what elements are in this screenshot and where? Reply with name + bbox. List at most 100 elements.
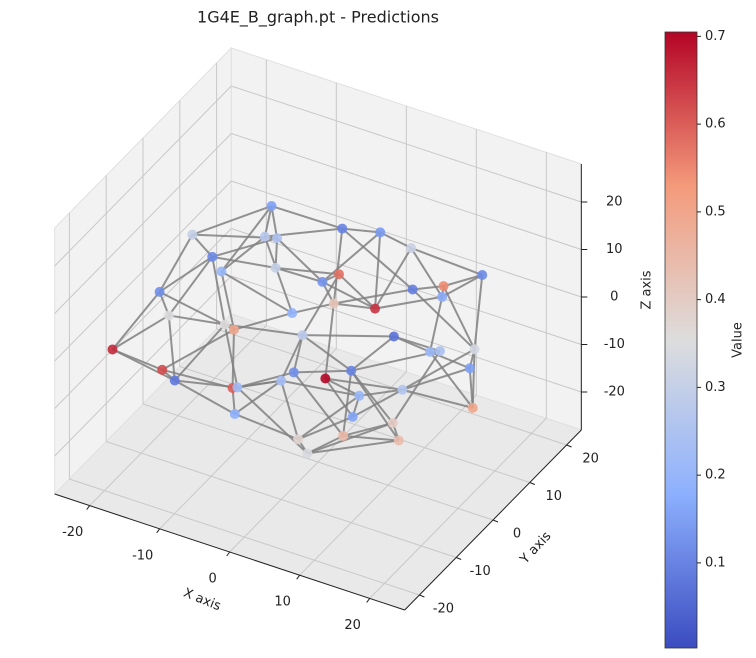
edge xyxy=(321,280,376,310)
edge xyxy=(174,379,236,415)
edge xyxy=(333,302,376,310)
grid-line xyxy=(231,180,582,298)
node-point xyxy=(354,390,365,401)
node-point xyxy=(293,434,304,445)
edge xyxy=(223,324,239,388)
edge xyxy=(338,273,376,310)
edge xyxy=(401,348,476,391)
node-point xyxy=(438,281,449,292)
edge xyxy=(307,439,399,455)
edge xyxy=(350,370,400,442)
edge xyxy=(352,388,403,418)
node-point xyxy=(229,408,240,419)
grid-line xyxy=(54,275,232,457)
node-point xyxy=(425,346,435,357)
colorbar-tick-label: 0.6 xyxy=(705,117,726,132)
edge xyxy=(342,370,353,436)
grid-line xyxy=(231,275,582,393)
node-point xyxy=(337,223,348,234)
grid-line xyxy=(54,228,232,409)
x-tick xyxy=(366,598,371,603)
node-point xyxy=(216,266,227,277)
node-point xyxy=(469,344,480,355)
z-tick-label: -10 xyxy=(604,337,625,352)
colorbar-tick-label: 0.7 xyxy=(705,29,726,44)
edge xyxy=(111,314,170,351)
node-point xyxy=(270,262,281,273)
edge xyxy=(231,329,235,388)
edge xyxy=(292,334,304,373)
x-tick xyxy=(226,551,231,557)
edge xyxy=(161,368,233,389)
node-point xyxy=(107,344,118,355)
edge xyxy=(293,369,352,374)
edge xyxy=(174,323,226,382)
edge xyxy=(333,288,413,305)
x-tick xyxy=(86,505,91,510)
node-point xyxy=(187,229,198,240)
edge xyxy=(402,388,473,409)
edge xyxy=(321,231,381,283)
edge xyxy=(301,273,340,336)
grid-line xyxy=(69,478,420,596)
node-point xyxy=(375,227,386,238)
node-point xyxy=(302,448,313,459)
edge xyxy=(291,302,335,315)
y-axis-label: Y axis xyxy=(517,529,555,568)
node-point xyxy=(169,375,180,386)
edge xyxy=(473,274,484,350)
edge xyxy=(342,227,381,234)
edge xyxy=(111,291,161,351)
edge xyxy=(392,350,441,424)
edge xyxy=(324,377,360,397)
x-axis-line xyxy=(54,493,405,611)
node-point xyxy=(297,330,308,341)
grid-line xyxy=(54,85,232,267)
x-tick-label: 20 xyxy=(344,618,361,633)
edge xyxy=(302,334,394,338)
node-point xyxy=(317,276,328,287)
edge xyxy=(263,205,273,237)
edge xyxy=(374,247,413,310)
z-tick-label: 0 xyxy=(610,290,618,305)
edge xyxy=(374,295,443,310)
edge xyxy=(276,237,324,283)
node-point xyxy=(272,233,283,244)
node-point xyxy=(393,435,404,446)
z-tick-label: 20 xyxy=(606,195,623,210)
grid-line xyxy=(216,328,567,446)
edge xyxy=(281,379,360,397)
x-tick-label: -10 xyxy=(132,548,153,563)
node-point xyxy=(346,365,357,376)
y-tick xyxy=(456,557,462,560)
node-point xyxy=(207,251,218,262)
grid-line xyxy=(231,85,582,203)
edge xyxy=(275,266,323,283)
y-tick xyxy=(529,482,535,485)
edge xyxy=(280,380,300,440)
node-point xyxy=(219,319,230,330)
node-point xyxy=(464,363,475,374)
z-tick-label: -20 xyxy=(604,385,625,400)
x-tick xyxy=(156,528,161,534)
x-tick-label: -20 xyxy=(62,525,83,540)
edge xyxy=(220,270,293,314)
grid-line xyxy=(54,180,232,362)
edge xyxy=(161,328,235,371)
node-point xyxy=(397,384,408,395)
colorbar-label: Value xyxy=(731,322,746,358)
y-tick-label: -10 xyxy=(470,564,491,579)
edge xyxy=(350,350,441,372)
edge xyxy=(271,205,343,230)
colorbar xyxy=(664,31,698,649)
y-axis-line xyxy=(404,429,582,611)
edge xyxy=(301,334,352,372)
edge xyxy=(263,236,294,314)
node-point xyxy=(287,308,298,319)
node-point xyxy=(157,364,168,375)
node-point xyxy=(334,269,344,280)
y-tick-label: 0 xyxy=(513,527,521,542)
x-tick-label: 0 xyxy=(209,572,217,587)
edge xyxy=(332,228,344,304)
